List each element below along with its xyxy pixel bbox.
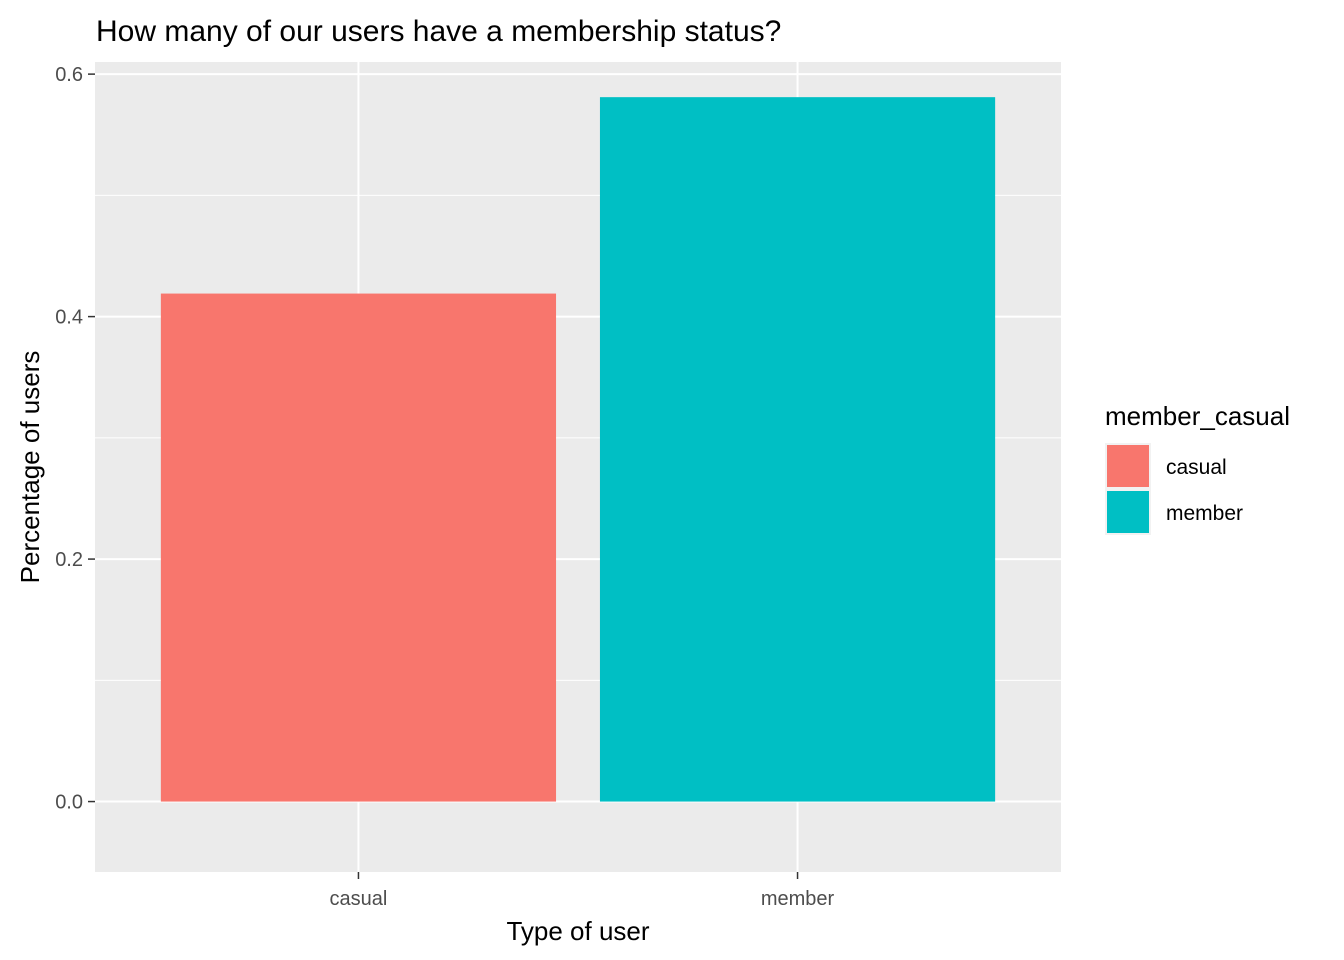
x-axis: casual member — [330, 872, 835, 910]
legend-entries: casual member — [1105, 443, 1243, 535]
x-axis-title: Type of user — [506, 916, 649, 946]
bar-casual — [160, 293, 557, 802]
legend-title: member_casual — [1105, 401, 1290, 431]
legend-label-casual: casual — [1166, 456, 1227, 479]
legend-label-member: member — [1166, 502, 1243, 525]
bar-member — [599, 97, 996, 802]
legend-swatch-member — [1107, 491, 1149, 533]
y-tick-label: 0.2 — [55, 549, 83, 571]
bars-group — [160, 97, 996, 802]
x-tick-label: member — [761, 888, 835, 910]
y-tick-label: 0.4 — [55, 307, 83, 329]
chart-title: How many of our users have a membership … — [96, 15, 781, 48]
legend-swatch-casual — [1107, 445, 1149, 487]
legend: member_casual casual member — [1105, 401, 1290, 535]
y-tick-label: 0.0 — [55, 792, 83, 814]
x-tick-label: casual — [330, 888, 388, 910]
y-tick-label: 0.6 — [55, 64, 83, 86]
y-axis: 0.0 0.2 0.4 0.6 — [55, 64, 95, 814]
y-axis-title: Percentage of users — [15, 351, 45, 584]
